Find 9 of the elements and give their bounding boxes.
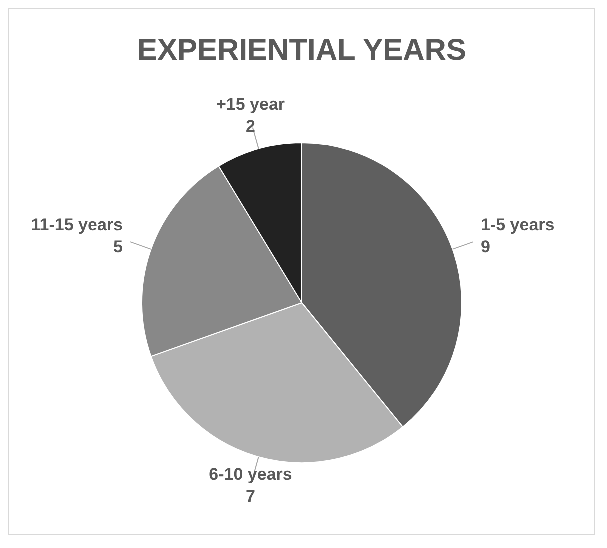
chart-title: EXPERIENTIAL YEARS [138, 34, 466, 67]
data-label: 2 [246, 117, 256, 136]
slice-label: 6-10 years [209, 464, 292, 484]
slice-label: 1-5 years [481, 216, 555, 235]
slice-label: 11-15 years [31, 216, 123, 235]
data-label: 9 [481, 238, 490, 257]
data-label: 5 [114, 238, 123, 257]
slice-label: +15 year [216, 95, 286, 114]
data-label: 7 [246, 486, 256, 506]
